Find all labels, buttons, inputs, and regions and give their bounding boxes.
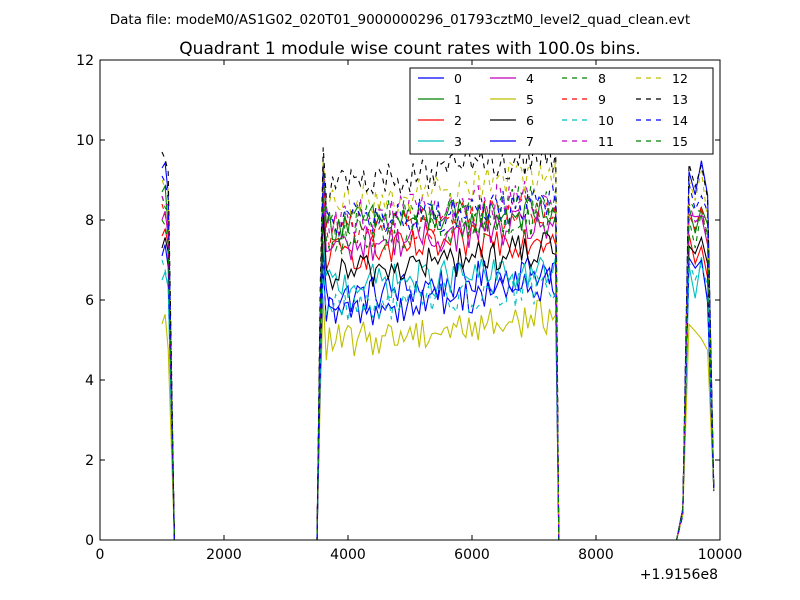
x-axis: 0 2000 4000 6000 8000 10000	[96, 60, 743, 563]
series-line-15	[161, 195, 715, 540]
series-layer	[161, 140, 715, 540]
x-tick-label: 6000	[454, 547, 490, 563]
series-line-13	[161, 140, 715, 540]
legend-label-12: 12	[672, 71, 688, 86]
series-line-10	[161, 259, 715, 540]
legend-label-3: 3	[454, 134, 462, 149]
series-line-6	[161, 214, 715, 540]
legend-label-8: 8	[598, 71, 606, 86]
series-line-4	[161, 190, 715, 540]
series-line-5	[161, 296, 715, 540]
legend-box	[409, 67, 714, 155]
y-tick-label: 4	[85, 373, 94, 389]
y-tick-label: 2	[85, 453, 94, 469]
series-line-8	[161, 182, 715, 540]
y-tick-label: 12	[76, 53, 94, 69]
y-tick-label: 6	[85, 293, 94, 309]
legend-label-14: 14	[672, 113, 688, 128]
y-tick-label: 0	[85, 533, 94, 549]
x-tick-label: 10000	[698, 547, 743, 563]
legend-label-7: 7	[526, 134, 534, 149]
legend-label-11: 11	[598, 134, 614, 149]
legend-label-6: 6	[526, 113, 534, 128]
x-tick-label: 0	[96, 547, 105, 563]
y-tick-label: 8	[85, 213, 94, 229]
series-line-7	[161, 244, 715, 540]
legend-label-4: 4	[526, 71, 534, 86]
legend-label-2: 2	[454, 113, 462, 128]
series-line-12	[161, 157, 715, 540]
series-line-9	[161, 176, 715, 540]
x-tick-label: 2000	[206, 547, 242, 563]
legend-label-9: 9	[598, 92, 606, 107]
legend-label-15: 15	[672, 134, 688, 149]
series-line-0	[161, 160, 715, 540]
y-tick-label: 10	[76, 133, 94, 149]
legend-label-13: 13	[672, 92, 688, 107]
legend-label-10: 10	[598, 113, 614, 128]
x-tick-label: 8000	[578, 547, 614, 563]
legend-label-5: 5	[526, 92, 534, 107]
series-line-3	[161, 241, 715, 540]
x-offset-label: +1.9156e8	[640, 567, 718, 583]
x-tick-label: 4000	[330, 547, 366, 563]
series-line-14	[161, 169, 715, 540]
series-line-1	[161, 161, 715, 540]
legend-label-1: 1	[454, 92, 462, 107]
legend-label-0: 0	[454, 71, 462, 86]
chart-title: Quadrant 1 module wise count rates with …	[179, 39, 640, 59]
chart-suptitle: Data file: modeM0/AS1G02_020T01_90000002…	[110, 12, 690, 28]
series-line-2	[161, 203, 715, 540]
